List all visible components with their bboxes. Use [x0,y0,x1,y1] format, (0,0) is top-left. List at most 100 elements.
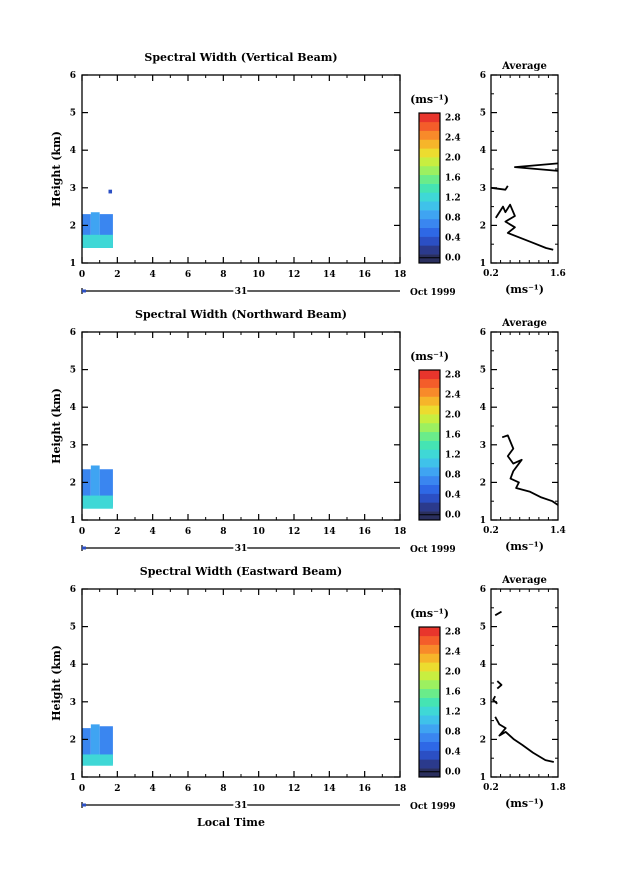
plot-frame [81,331,401,521]
heatmap-cell [90,465,100,507]
colorbar-swatch [419,627,440,637]
heatmap-cell [108,189,113,194]
colorbar-swatch [419,662,440,672]
colorbar-swatch [419,688,440,698]
colorbar-swatch [419,139,440,149]
y-tick-label: 3 [70,698,76,708]
average-profile-line [492,695,498,705]
colorbar-tick-label: 0.4 [445,748,461,758]
average-x-tick-label: 0.2 [483,783,499,793]
colorbar-swatch [419,715,440,725]
colorbar-swatch [419,387,440,397]
x-tick-label: 18 [394,270,407,280]
colorbar-swatch [419,254,440,264]
colorbar-tick-label: 1.2 [445,194,461,204]
x-tick-label: 12 [288,270,301,280]
x-tick-label: 6 [185,527,191,537]
panel-title: Spectral Width (Northward Beam) [135,308,347,321]
x-tick-label: 10 [252,527,265,537]
y-tick-label: 2 [70,478,76,488]
colorbar-tick-label: 2.4 [445,134,461,144]
colorbar-tick-label: 2.0 [445,154,461,164]
date-axis-marker [82,289,86,293]
y-tick-label: 5 [70,623,76,633]
colorbar-tick-label: 1.2 [445,451,461,461]
y-tick-label: 5 [70,109,76,119]
colorbar-swatch [419,475,440,486]
average-y-tick-label: 3 [480,184,486,194]
colorbar-swatch [419,644,440,654]
y-tick-label: 2 [70,221,76,231]
average-profile-line [496,680,503,690]
colorbar-swatch [419,370,440,380]
colorbar-unit-label: (ms⁻¹) [410,93,449,106]
colorbar-tick-label: 0.8 [445,728,461,738]
local-time-label: Local Time [197,816,265,829]
colorbar-tick-label: 2.8 [445,628,461,638]
x-tick-label: 10 [252,270,265,280]
colorbar-swatch [419,671,440,681]
x-tick-label: 12 [288,784,301,794]
colorbar-swatch [419,414,440,424]
panel-title: Spectral Width (Eastward Beam) [140,565,342,578]
x-tick-label: 16 [358,784,371,794]
date-axis-marker [82,803,86,807]
colorbar-swatch [419,706,440,716]
colorbar-tick-label: 2.0 [445,668,461,678]
average-y-tick-label: 2 [480,478,486,488]
y-tick-label: 2 [70,735,76,745]
x-tick-label: 14 [323,527,336,537]
average-y-tick-label: 6 [480,71,486,81]
x-tick-label: 2 [114,784,120,794]
colorbar-swatch [419,741,440,751]
colorbar-swatch [419,157,440,167]
average-y-tick-label: 5 [480,623,486,633]
average-x-tick-label: 0.2 [483,526,499,536]
heatmap-cell [82,214,91,248]
colorbar-swatch [419,502,440,512]
y-tick-label: 1 [70,259,76,269]
colorbar-unit-label: (ms⁻¹) [410,607,449,620]
colorbar-swatch [419,431,440,441]
colorbar-tick-label: 2.0 [445,411,461,421]
colorbar-tick-label: 1.6 [445,688,461,698]
colorbar-swatch [419,130,440,140]
colorbar-swatch [419,174,440,184]
x-tick-label: 4 [150,784,156,794]
colorbar-tick-label: 1.6 [445,431,461,441]
month-label: Oct 1999 [410,288,456,298]
colorbar-swatch [419,210,440,220]
panel-title: Spectral Width (Vertical Beam) [144,51,337,64]
average-x-axis-label: (ms⁻¹) [505,283,544,296]
plot-frame [81,588,401,778]
colorbar-swatch [419,192,440,202]
colorbar-swatch [419,405,440,415]
average-y-tick-label: 4 [480,403,486,413]
average-y-tick-label: 1 [480,516,486,526]
colorbar-tick-label: 2.8 [445,114,461,124]
average-x-axis-label: (ms⁻¹) [505,797,544,810]
x-tick-label: 8 [220,784,226,794]
colorbar-tick-label: 0.0 [445,511,461,521]
average-y-tick-label: 1 [480,259,486,269]
colorbar-tick-label: 2.8 [445,371,461,381]
y-tick-label: 1 [70,516,76,526]
colorbar-swatch [419,449,440,459]
colorbar-swatch [419,183,440,193]
colorbar-swatch [419,750,440,760]
x-tick-label: 4 [150,527,156,537]
colorbar-unit-label: (ms⁻¹) [410,350,449,363]
x-tick-label: 14 [323,784,336,794]
colorbar-tick-label: 1.6 [445,174,461,184]
average-y-tick-label: 3 [480,441,486,451]
average-y-tick-label: 5 [480,366,486,376]
x-tick-label: 6 [185,784,191,794]
y-tick-label: 5 [70,366,76,376]
colorbar-swatch [419,236,440,246]
colorbar-swatch [419,458,440,468]
x-tick-label: 18 [394,527,407,537]
month-label: Oct 1999 [410,802,456,812]
heatmap-cell [82,234,113,248]
